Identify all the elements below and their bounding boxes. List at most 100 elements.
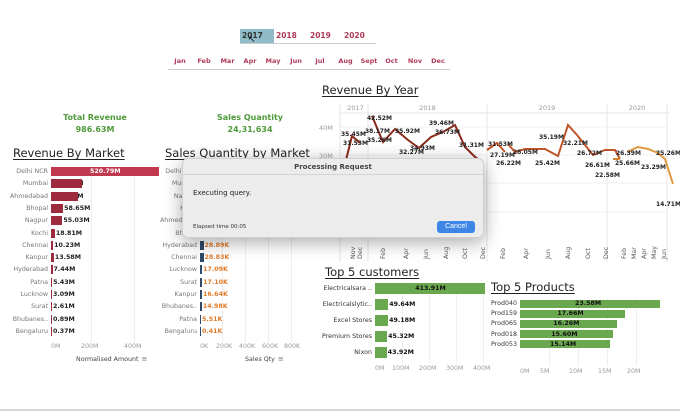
bar-value: 16.64K [203,291,228,298]
cancel-button[interactable]: Cancel [437,221,475,233]
top-product-row[interactable]: Prod159 17.66M [485,308,680,319]
market-qty-row[interactable]: Lucknow 17.09K [160,264,350,275]
market-revenue-row[interactable]: Ahmedabad132.53M [0,191,199,202]
top-customer-row[interactable]: Nixon 43.92M [315,347,527,358]
month-filter-apr[interactable]: Apr [243,57,257,65]
bar-value: 0.37M [53,327,75,335]
data-label: 25.66M [615,160,640,167]
sort-icon[interactable]: ≡ [277,355,284,363]
bar-label: Delhi NCR [16,168,48,175]
bar [375,331,388,342]
bar [51,265,53,275]
gridline [91,166,92,342]
market-revenue-row[interactable]: Surat 2.61M [0,301,199,312]
data-label: 39.46M [429,120,454,127]
bar-label: Prod040 [490,300,517,307]
month-filter-feb[interactable]: Feb [197,57,211,65]
processing-request-dialog: Processing Request Executing query. Elap… [182,158,484,238]
gridline [483,283,484,363]
bar-label: Patna [30,278,48,286]
market-revenue-row[interactable]: Hyderabad 7.44M [0,264,199,275]
bar-value: 45.32M [388,333,415,340]
bar [375,315,389,326]
bar-value: 15.60M [551,330,578,338]
month-axis-tick: Dec [357,246,364,259]
market-revenue-row[interactable]: Mumbai150.18M [0,178,199,189]
month-filter-jun[interactable]: Jun [290,57,302,65]
dialog-elapsed-time: Elapsed time 00:05 [193,224,247,230]
data-label: 36.73M [435,129,460,136]
bar-label: Lucknow [169,266,198,274]
sort-icon[interactable]: ≡ [141,355,148,363]
bar [51,314,52,324]
gridline [268,166,269,342]
month-axis-tick: Nov [350,246,357,259]
year-filter-2019[interactable]: 2019 [310,31,331,40]
top-customers-title: Top 5 customers [325,265,420,279]
kpi-total-revenue: Total Revenue 986.63M [55,112,135,136]
month-filter-sept[interactable]: Sept [360,57,378,65]
market-qty-row[interactable]: Chennai 28.83K [160,252,350,263]
year-filter-2020[interactable]: 2020 [344,31,365,40]
market-qty-row[interactable]: Surat 17.10K [160,277,350,288]
market-revenue-row[interactable]: Kanpur 13.58M [0,252,199,263]
top-customer-row[interactable]: Premium Stores 45.32M [315,331,527,342]
year-filter-2018[interactable]: 2018 [276,31,297,40]
bar [200,314,201,324]
month-axis-tick: Feb [621,247,628,259]
month-axis-tick: Aug [565,246,572,259]
month-filter-jul[interactable]: Jul [315,57,325,65]
market-revenue-row[interactable]: Kochi 18.81M [0,228,199,239]
market-qty-row[interactable]: Hyderabad 28.89K [160,240,350,251]
bar-label: Excel Stores [333,317,372,324]
market-revenue-row[interactable]: Nagpur 55.03M [0,215,199,226]
month-filter-aug[interactable]: Aug [338,57,353,65]
bar-value: 17.10K [203,278,228,286]
bar-label: Bhopal [26,204,48,212]
year-filter-2017[interactable]: 2017 [240,29,274,43]
month-filter-dec[interactable]: Dec [431,57,445,65]
axis-tick: 15M [598,368,612,375]
revenue-by-year-title: Revenue By Year [322,83,419,97]
axis-tick: 600K [262,343,279,350]
top-customer-row[interactable]: Electricalsara .. 413.91M [315,283,527,294]
axis-tick: 200K [216,343,233,350]
top-product-row[interactable]: Prod040 23.58M [485,298,680,309]
market-revenue-row[interactable]: Delhi NCR 520.79M [0,166,199,177]
bar [520,319,617,328]
top-product-row[interactable]: Prod053 15.14M [485,339,680,350]
market-revenue-row[interactable]: Lucknow 3.09M [0,289,199,300]
market-qty-row[interactable]: Bengaluru 0.41K [160,326,350,337]
month-filter-oct[interactable]: Oct [385,57,398,65]
top-product-row[interactable]: Prod018 15.60M [485,329,680,340]
year-header: 2018 [419,104,436,112]
top-customer-row[interactable]: Electricalslytic.. 49.64M [315,299,527,310]
bar-label: Premium Stores [322,333,372,340]
bar [520,299,660,308]
bar-value: 17.09K [203,266,228,274]
bar-value: 28.83K [204,254,230,262]
month-filter-mar[interactable]: Mar [220,57,235,65]
market-qty-row[interactable]: Bhubanes.. 14.98K [160,301,350,312]
top-product-row[interactable]: Prod065 16.26M [485,318,680,329]
month-filter-may[interactable]: May [265,57,281,65]
market-qty-row[interactable]: Kanpur 16.64K [160,289,350,300]
axis-label-text: Sales Qty [245,356,275,363]
market-qty-row[interactable]: Patna 5.51K [160,314,350,325]
month-filter-nov[interactable]: Nov [407,57,423,65]
bar-value: 0.41K [202,327,223,335]
market-revenue-row[interactable]: Bhopal 58.65M [0,203,199,214]
market-revenue-row[interactable]: Bhubanes.. 0.89M [0,314,199,325]
bar-value: 15.14M [549,340,577,348]
market-revenue-row[interactable]: Chennai 10.23M [0,240,199,251]
market-revenue-row[interactable]: Patna 5.43M [0,277,199,288]
bar-label: Prod065 [490,320,517,328]
month-axis-tick: Feb [380,247,387,259]
month-filter-jan[interactable]: Jan [174,57,186,65]
bar [200,277,203,287]
axis-tick: 5M [540,368,550,375]
revenue-by-market-title: Revenue By Market [13,146,125,160]
revenue-line-svg [339,104,674,262]
top-customer-row[interactable]: Excel Stores 49.18M [315,315,527,326]
market-revenue-row[interactable]: Bengaluru 0.37M [0,326,199,337]
